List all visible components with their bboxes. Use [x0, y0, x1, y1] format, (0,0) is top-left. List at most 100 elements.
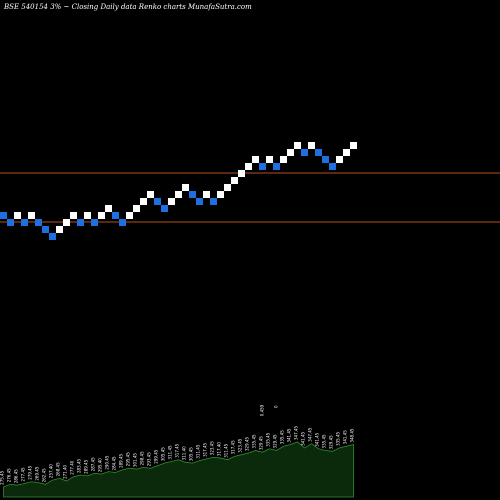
volume-label: 335.45 — [322, 434, 327, 448]
volume-label: 341.45 — [343, 430, 348, 444]
volume-label: 335.45 — [252, 434, 257, 448]
renko-brick-up — [217, 191, 224, 198]
volume-label: 295.45 — [126, 452, 131, 466]
volume-label: 341.45 — [287, 428, 292, 442]
volume-label: 293.45 — [147, 452, 152, 466]
renko-brick-down — [7, 219, 14, 226]
renko-brick-up — [63, 219, 70, 226]
renko-brick-down — [161, 205, 168, 212]
renko-bricks — [0, 142, 357, 240]
volume-label: 341.45 — [301, 431, 306, 445]
volume-label: 284.45 — [112, 456, 117, 470]
volume-label: 289.45 — [119, 453, 124, 467]
volume-label: 311.45 — [168, 445, 173, 459]
volume-label: 311.40 — [182, 446, 187, 460]
volume-label: 289.45 — [84, 459, 89, 473]
renko-brick-up — [105, 205, 112, 212]
renko-brick-up — [287, 149, 294, 156]
volume-label: 335.45 — [280, 430, 285, 444]
renko-brick-up — [70, 212, 77, 219]
renko-brick-down — [210, 198, 217, 205]
volume-labels: 275.45 276.45 286.45 277.45 279.45 269.45 262.… — [0, 404, 355, 485]
renko-brick-up — [280, 156, 287, 163]
volume-label: 317.40 — [217, 442, 222, 456]
renko-brick-up — [336, 156, 343, 163]
renko-brick-up — [308, 142, 315, 149]
renko-brick-down — [0, 212, 7, 219]
volume-label: 277.45 — [21, 467, 26, 481]
volume-label: 276.45 — [7, 468, 12, 482]
volume-label: 347.45 — [308, 427, 313, 441]
renko-brick-up — [56, 226, 63, 233]
renko-brick-down — [49, 233, 56, 240]
renko-brick-up — [252, 156, 259, 163]
renko-brick-up — [203, 191, 210, 198]
renko-brick-down — [322, 156, 329, 163]
volume-label: 348.45 — [350, 428, 355, 442]
renko-brick-up — [168, 198, 175, 205]
volume-label: 295.40 — [98, 458, 103, 472]
volume-label: 305.45 — [189, 447, 194, 461]
renko-brick-down — [259, 163, 266, 170]
volume-label: 301.45 — [133, 453, 138, 467]
renko-brick-up — [245, 163, 252, 170]
renko-brick-up — [238, 170, 245, 177]
volume-label: 335.45 — [266, 432, 271, 446]
renko-brick-up — [266, 156, 273, 163]
renko-brick-up — [133, 205, 140, 212]
renko-brick-up — [14, 212, 21, 219]
renko-brick-down — [273, 163, 280, 170]
volume-label: 290.45 — [105, 455, 110, 469]
volume-label: 299.45 — [154, 449, 159, 463]
volume-label: 262.45 — [42, 468, 47, 482]
volume-label: 298.45 — [140, 451, 145, 465]
renko-brick-down — [154, 198, 161, 205]
renko-brick-up — [147, 191, 154, 198]
volume-label: 271.40 — [63, 464, 68, 478]
volume-label: 329.45 — [273, 434, 278, 448]
renko-brick-up — [343, 149, 350, 156]
renko-brick-up — [140, 198, 147, 205]
volume-label: 286.45 — [14, 469, 19, 483]
renko-brick-up — [28, 212, 35, 219]
renko-brick-down — [189, 191, 196, 198]
volume-label: 311.45 — [224, 443, 229, 457]
volume-label: 268.45 — [56, 462, 61, 476]
renko-brick-up — [231, 177, 238, 184]
volume-label: 283.45 — [77, 459, 82, 473]
renko-brick-up — [350, 142, 357, 149]
volume-label: 305.45 — [161, 447, 166, 461]
renko-brick-up — [224, 184, 231, 191]
volume-label: 317.45 — [231, 440, 236, 454]
volume-label: 329.45 — [329, 435, 334, 449]
renko-brick-up — [175, 191, 182, 198]
renko-brick-down — [112, 212, 119, 219]
renko-brick-down — [196, 198, 203, 205]
renko-brick-up — [182, 184, 189, 191]
renko-brick-down — [21, 219, 28, 226]
renko-brick-up — [98, 212, 105, 219]
volume-area — [3, 441, 354, 498]
renko-brick-down — [301, 149, 308, 156]
volume-label: 323.45 — [238, 438, 243, 452]
renko-brick-up — [294, 142, 301, 149]
volume-label: 329.45 — [245, 437, 250, 451]
volume-peak-label: 0 — [274, 405, 279, 408]
volume-label: 275.45 — [0, 470, 5, 484]
volume-label: 269.45 — [35, 466, 40, 480]
volume-label: 329.45 — [259, 436, 264, 450]
volume-label: 335.45 — [336, 431, 341, 445]
volume-peak-label: 0.459 — [260, 404, 265, 416]
volume-label: 279.45 — [28, 465, 33, 479]
renko-brick-down — [35, 219, 42, 226]
volume-label: 323.45 — [210, 441, 215, 455]
renko-brick-down — [42, 226, 49, 233]
renko-brick-down — [77, 219, 84, 226]
volume-label: 317.45 — [203, 442, 208, 456]
renko-brick-down — [315, 149, 322, 156]
renko-brick-down — [91, 219, 98, 226]
volume-label: 287.45 — [91, 457, 96, 471]
